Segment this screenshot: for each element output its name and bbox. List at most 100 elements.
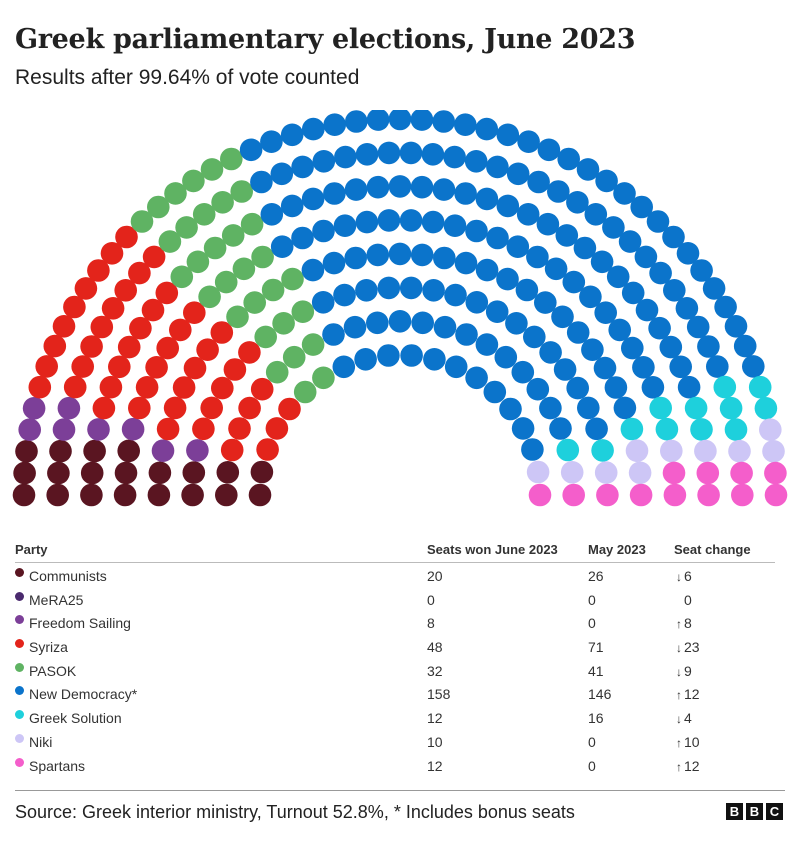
seat-dot: [333, 214, 357, 237]
seat-dot: [754, 397, 778, 420]
seat-dot: [220, 438, 244, 462]
party-name: Spartans: [29, 757, 86, 774]
seat-dot: [293, 380, 317, 404]
seat-dot: [147, 483, 171, 507]
seat-dot: [214, 270, 238, 294]
seat-dot: [323, 113, 347, 136]
seat-dot: [47, 461, 70, 485]
seat-dot: [80, 461, 104, 485]
seat-dot: [280, 123, 304, 147]
seat-change: ↑ 10: [674, 734, 700, 750]
seat-dot: [230, 180, 253, 203]
seat-dot: [399, 276, 423, 300]
seat-dot: [52, 315, 76, 338]
seat-dot: [634, 245, 658, 269]
seat-dot: [455, 323, 478, 346]
seat-dot: [713, 375, 737, 399]
seat-dot: [577, 396, 600, 420]
seat-dot: [366, 175, 390, 199]
seat-dot: [270, 162, 294, 186]
seat-dot: [539, 341, 562, 364]
seat-dot: [593, 356, 617, 380]
seat-change: ↓ 6: [674, 568, 692, 584]
seats-may: 0: [588, 615, 596, 632]
seat-dot: [528, 483, 552, 507]
seat-dot: [99, 375, 123, 399]
table-row: Communists 20 26 ↓ 6: [15, 563, 775, 587]
seats-june: 48: [427, 639, 443, 656]
seat-dot: [226, 305, 249, 329]
seat-dot: [200, 396, 223, 420]
seat-dot: [312, 219, 335, 243]
seat-dot: [169, 318, 192, 342]
seat-dot: [613, 396, 637, 420]
seat-dot: [618, 230, 642, 253]
seat-dot: [662, 461, 686, 485]
seat-dot: [128, 396, 151, 420]
seat-dot: [117, 335, 141, 359]
seat-dot: [250, 377, 274, 401]
seat-dot: [63, 295, 86, 319]
table-row: Niki 10 0 ↑ 10: [15, 729, 775, 753]
seat-dot: [573, 236, 597, 260]
seat-dot: [659, 335, 683, 359]
seat-dot: [433, 315, 457, 339]
seat-dot: [602, 216, 625, 239]
seat-dot: [46, 483, 69, 507]
seat-dot: [108, 355, 131, 379]
seat-dot: [156, 336, 179, 360]
seat-dot: [454, 251, 478, 275]
seats-june: 158: [427, 686, 451, 703]
seat-dot: [604, 376, 628, 399]
seat-dot: [486, 226, 509, 250]
seat-dot: [80, 483, 103, 507]
seat-dot: [113, 483, 137, 507]
seat-dot: [556, 438, 580, 462]
seat-dot: [547, 180, 570, 203]
seat-dot: [714, 295, 737, 319]
seats-june: 0: [427, 591, 435, 608]
header-seats-june: Seats won June 2023: [427, 542, 558, 557]
table-row: MeRA25 0 0 0: [15, 587, 775, 611]
seat-dot: [128, 261, 151, 285]
seat-dot: [135, 376, 159, 399]
seat-dot: [515, 278, 539, 302]
seat-dot: [742, 355, 765, 378]
seat-dot: [662, 225, 685, 249]
seat-dot: [759, 418, 782, 442]
seat-dot: [18, 418, 41, 442]
seat-dot: [256, 438, 279, 461]
seat-dot: [576, 158, 600, 181]
seat-dot: [35, 355, 58, 378]
seat-dot: [399, 141, 423, 165]
seat-dot: [366, 110, 390, 131]
seat-dot: [355, 279, 378, 302]
seat-dot: [117, 439, 140, 463]
table-row: Freedom Sailing 8 0 ↑ 8: [15, 610, 775, 634]
seat-dot: [702, 277, 726, 300]
seat-dot: [239, 138, 263, 162]
arrow-up-icon: ↑: [676, 759, 682, 774]
table-row: Spartans 12 0 ↑ 12: [15, 753, 775, 777]
seat-dot: [301, 258, 325, 282]
arrow-down-icon: ↓: [676, 712, 682, 727]
seat-dot: [762, 440, 785, 463]
seat-dot: [100, 242, 124, 265]
seat-dot: [238, 396, 261, 420]
table-row: PASOK 32 41 ↓ 9: [15, 658, 775, 682]
party-name: Greek Solution: [29, 710, 122, 727]
seat-dot: [475, 117, 499, 141]
seat-dot: [211, 191, 234, 214]
seat-dot: [114, 461, 138, 485]
bbc-logo-block: C: [766, 803, 783, 820]
seat-dot: [690, 259, 713, 282]
seat-dot: [43, 334, 67, 358]
seat-dot: [596, 483, 619, 507]
seat-dot: [198, 285, 221, 309]
seats-june: 8: [427, 615, 435, 632]
seats-june: 12: [427, 757, 443, 774]
seat-dot: [632, 356, 655, 379]
seat-dot: [87, 259, 110, 282]
party-name: Communists: [29, 568, 107, 584]
seat-dot: [539, 396, 562, 420]
